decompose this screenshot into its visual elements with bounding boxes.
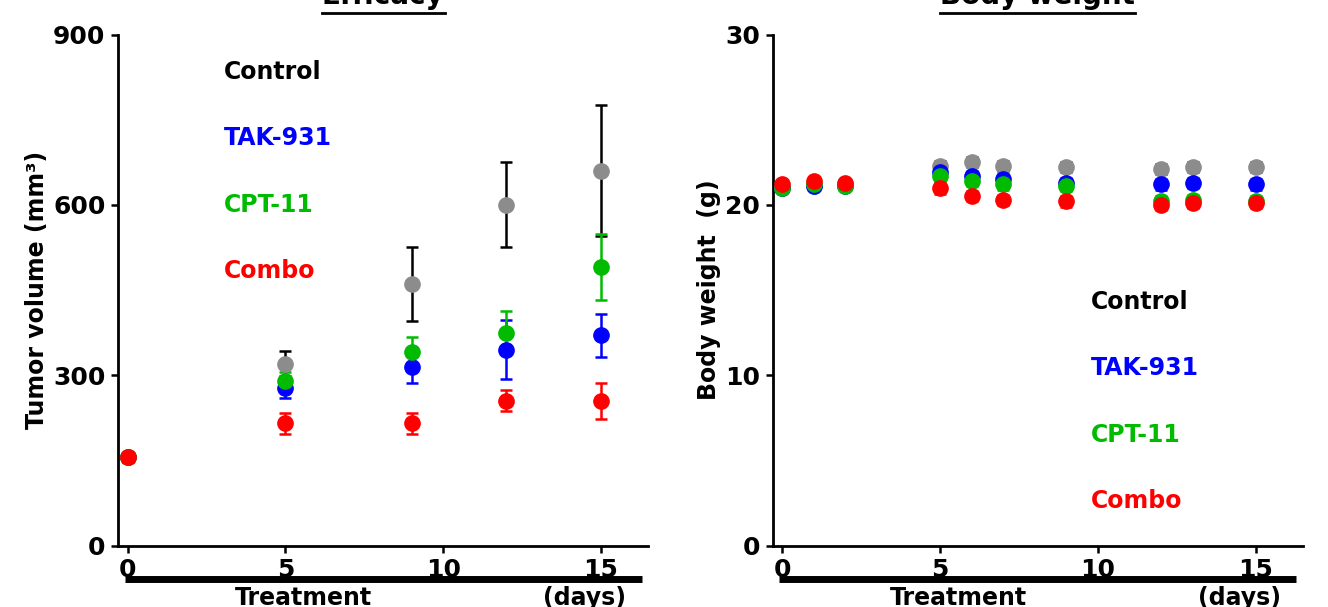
Text: Combo: Combo: [224, 259, 316, 283]
Text: TAK-931: TAK-931: [1090, 356, 1199, 381]
Y-axis label: Tumor volume (mm³): Tumor volume (mm³): [25, 151, 49, 429]
Text: Control: Control: [1090, 290, 1189, 314]
Text: (days): (days): [543, 586, 627, 607]
Text: CPT-11: CPT-11: [224, 193, 313, 217]
Text: Treatment: Treatment: [235, 586, 372, 607]
Text: Body weight: Body weight: [940, 0, 1135, 10]
Text: CPT-11: CPT-11: [1090, 423, 1181, 447]
Text: Efficacy: Efficacy: [321, 0, 445, 10]
Text: TAK-931: TAK-931: [224, 126, 332, 151]
Text: Combo: Combo: [1090, 489, 1182, 514]
Text: (days): (days): [1198, 586, 1282, 607]
Text: Control: Control: [224, 60, 321, 84]
Y-axis label: Body weight  (g): Body weight (g): [697, 180, 721, 400]
Text: Treatment: Treatment: [890, 586, 1027, 607]
